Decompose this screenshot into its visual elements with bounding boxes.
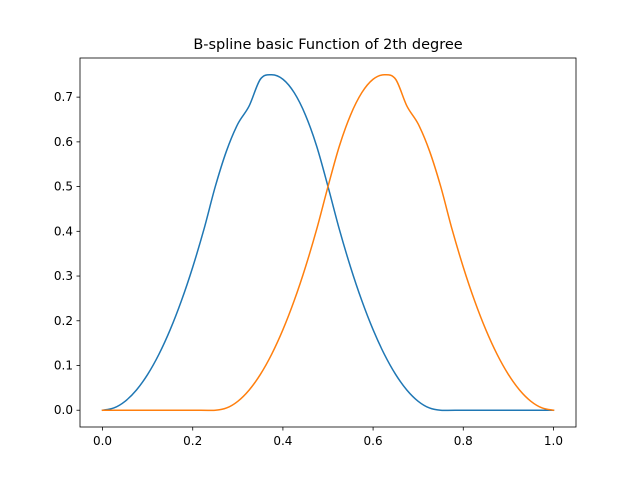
x-tick-label: 0.4 (273, 434, 292, 448)
y-tick-label: 0.2 (54, 314, 73, 328)
series-line-1 (101, 73, 555, 412)
y-tick-label: 0.3 (54, 269, 73, 283)
chart-title: B-spline basic Function of 2th degree (193, 37, 462, 53)
y-tick-label: 0.1 (54, 359, 73, 373)
y-tick-label: 0.6 (54, 135, 73, 149)
x-tick-label: 0.8 (454, 434, 473, 448)
y-tick-label: 0.5 (54, 180, 73, 194)
x-tick-label: 0.6 (364, 434, 383, 448)
y-tick-label: 0.4 (54, 224, 73, 238)
plot-area: 0.0 0.2 0.4 0.6 0.8 1.0 0.0 0.1 0.2 0.3 0.4 0.5 0.6 0… (54, 57, 577, 448)
series-line-2 (101, 73, 555, 412)
y-tick-label: 0.7 (54, 90, 73, 104)
axes-frame (79, 57, 577, 428)
x-tick-label: 0.0 (93, 434, 112, 448)
y-tick-label: 0.0 (54, 403, 73, 417)
x-tick-label: 1.0 (544, 434, 563, 448)
x-tick-label: 0.2 (183, 434, 202, 448)
